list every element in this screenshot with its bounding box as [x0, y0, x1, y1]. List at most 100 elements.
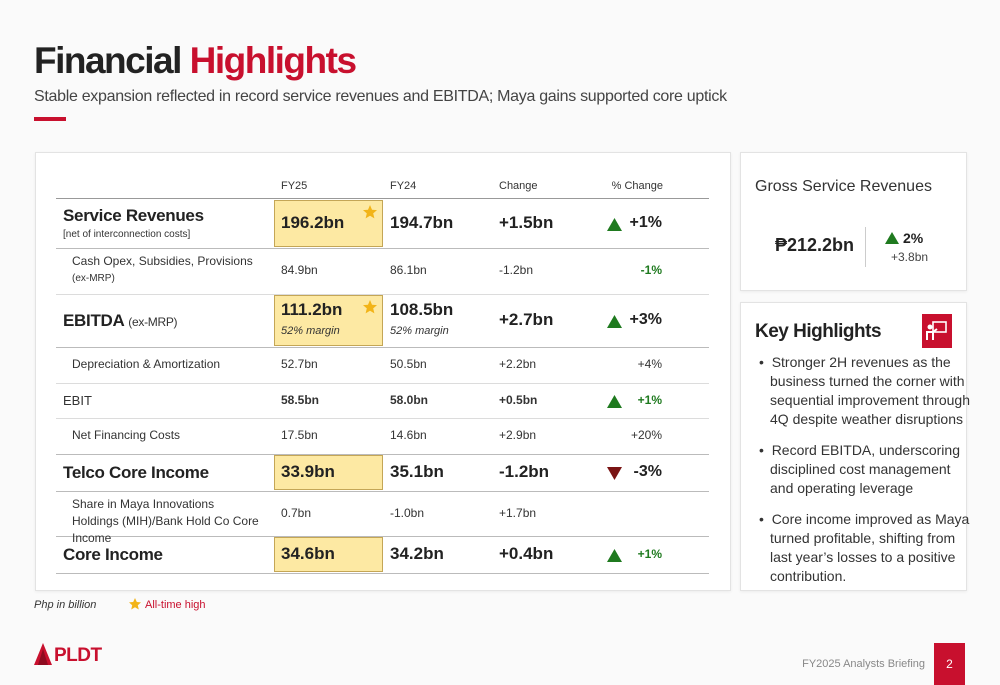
value-cell: 194.7bn — [390, 212, 454, 232]
gsr-title: Gross Service Revenues — [755, 178, 932, 195]
label-note: (ex-MRP) — [128, 314, 178, 329]
bullet-text: Core income improved as Maya turned prof… — [770, 511, 970, 584]
pct-change: +1% — [629, 213, 662, 231]
value-note: 52% margin — [281, 325, 340, 337]
star-shape — [363, 205, 377, 219]
label-text: Core Income — [63, 544, 163, 564]
table-row: Telco Core Income 33.9bn 35.1bn -1.2bn -3% — [56, 454, 709, 492]
star-legend: All-time high — [145, 599, 206, 611]
highlight-cell — [274, 200, 383, 247]
value-cell: +2.7bn — [499, 309, 554, 329]
highlight-cell — [274, 455, 383, 490]
unit-note: Php in billion — [34, 599, 97, 611]
column-header: % Change — [611, 180, 663, 192]
logo-text: PLDT — [54, 645, 102, 666]
value-cell: 108.5bn — [390, 300, 454, 319]
row-label: Depreciation & Amortization — [72, 357, 220, 371]
row-label: Cash Opex, Subsidies, Provisions — [72, 254, 253, 268]
pct-change: +1% — [637, 546, 662, 561]
down-arrow — [607, 466, 622, 480]
star-shape — [363, 300, 377, 314]
accent-rule — [34, 117, 66, 121]
value-cell: 17.5bn — [281, 428, 318, 442]
table-panel: FY25 FY24 Change % Change Service Revenues [n… — [35, 152, 731, 591]
row-label: Net Financing Costs — [72, 428, 180, 442]
highlight-cell — [274, 537, 383, 572]
arrow-shape — [607, 394, 622, 408]
value-cell: 58.0bn — [390, 392, 429, 407]
value-cell: +0.5bn — [499, 392, 538, 407]
bullet-list: • Stronger 2H revenues as the business t… — [751, 353, 975, 598]
header-rule — [56, 198, 709, 199]
row-label: EBIT — [63, 393, 92, 408]
table-row: Cash Opex, Subsidies, Provisions (ex-MRP)… — [56, 248, 709, 295]
column-header: Change — [499, 180, 538, 192]
bullet-text: Record EBITDA, underscoring disciplined … — [770, 442, 960, 496]
logo-mark — [34, 643, 52, 665]
bullet: • Record EBITDA, underscoring discipline… — [759, 442, 960, 496]
title: Financial Highlights — [34, 40, 357, 82]
value-cell: +1.7bn — [499, 505, 537, 520]
up-arrow — [607, 314, 622, 328]
pct-change: +3% — [629, 310, 662, 328]
value-cell: 34.2bn — [390, 543, 444, 563]
gsr-change: +3.8bn — [891, 250, 929, 264]
arrow-shape — [607, 548, 622, 562]
divider — [865, 227, 866, 267]
value-cell: 34.6bn — [281, 543, 335, 563]
table-row: Net Financing Costs 17.5bn 14.6bn +2.9bn +20… — [56, 418, 709, 455]
table-row: Service Revenues [net of interconnection … — [56, 199, 709, 249]
value-cell: 0.7bn — [281, 505, 312, 520]
arrow-shape — [607, 217, 622, 231]
row-label: EBITDA (ex-MRP) — [63, 310, 178, 331]
column-header: FY24 — [390, 180, 417, 192]
label-text: EBIT — [63, 392, 92, 408]
value-cell: 50.5bn — [390, 357, 427, 371]
page-number: 2 — [934, 643, 965, 685]
column-header: FY25 — [281, 180, 308, 192]
label-text: Telco Core Income — [63, 462, 209, 482]
bullet: • Stronger 2H revenues as the business t… — [759, 354, 971, 427]
value-note: 52% margin — [390, 325, 449, 337]
up-arrow — [607, 548, 622, 562]
value-cell: 33.9bn — [281, 461, 335, 481]
row-sublabel: [net of interconnection costs] — [63, 229, 191, 240]
value-cell: 14.6bn — [390, 428, 427, 442]
gsr-pct: 2% — [903, 230, 924, 246]
label-text: EBITDA — [63, 310, 124, 330]
value-cell: -1.0bn — [390, 505, 425, 520]
value-cell: +2.9bn — [499, 428, 537, 442]
event-name: FY2025 Analysts Briefing — [802, 658, 925, 670]
value-cell: -1.2bn — [499, 461, 550, 481]
value-cell: 52.7bn — [281, 357, 318, 371]
gsr-value: ₱212.2bn — [775, 235, 855, 255]
arrow-shape — [607, 466, 622, 480]
pct-change: -3% — [633, 462, 662, 480]
arrow-shape — [607, 314, 622, 328]
value-cell: +2.2bn — [499, 357, 537, 371]
value-cell: 196.2bn — [281, 212, 345, 232]
label-text: Net Financing Costs — [72, 428, 181, 442]
value-cell: 84.9bn — [281, 263, 318, 277]
subtitle: Stable expansion reflected in record ser… — [34, 88, 727, 105]
value-cell: 58.5bn — [281, 392, 320, 407]
up-arrow — [607, 394, 622, 408]
value-cell: -1.2bn — [499, 263, 534, 277]
table-row: Share in Maya Innovations Holdings (MIH)… — [56, 491, 709, 545]
value-cell: 111.2bn — [281, 300, 343, 319]
row-label: Core Income — [63, 545, 163, 565]
up-arrow — [607, 217, 622, 231]
star-icon — [129, 598, 141, 610]
row-sublabel: (ex-MRP) — [72, 273, 115, 284]
bullet: • Core income improved as Maya turned pr… — [759, 511, 970, 584]
up-arrow — [885, 232, 899, 244]
star-icon — [363, 300, 377, 314]
pct-change: -1% — [640, 263, 662, 277]
table-row: Core Income 34.6bn 34.2bn +0.4bn +1% — [56, 536, 709, 574]
highlights-panel: Key Highlights • Stronger 2H revenues as… — [740, 302, 970, 591]
star-icon — [363, 205, 377, 219]
row-label: Telco Core Income — [63, 463, 209, 483]
value-cell: +0.4bn — [499, 543, 554, 563]
pct-change: +1% — [637, 392, 662, 407]
